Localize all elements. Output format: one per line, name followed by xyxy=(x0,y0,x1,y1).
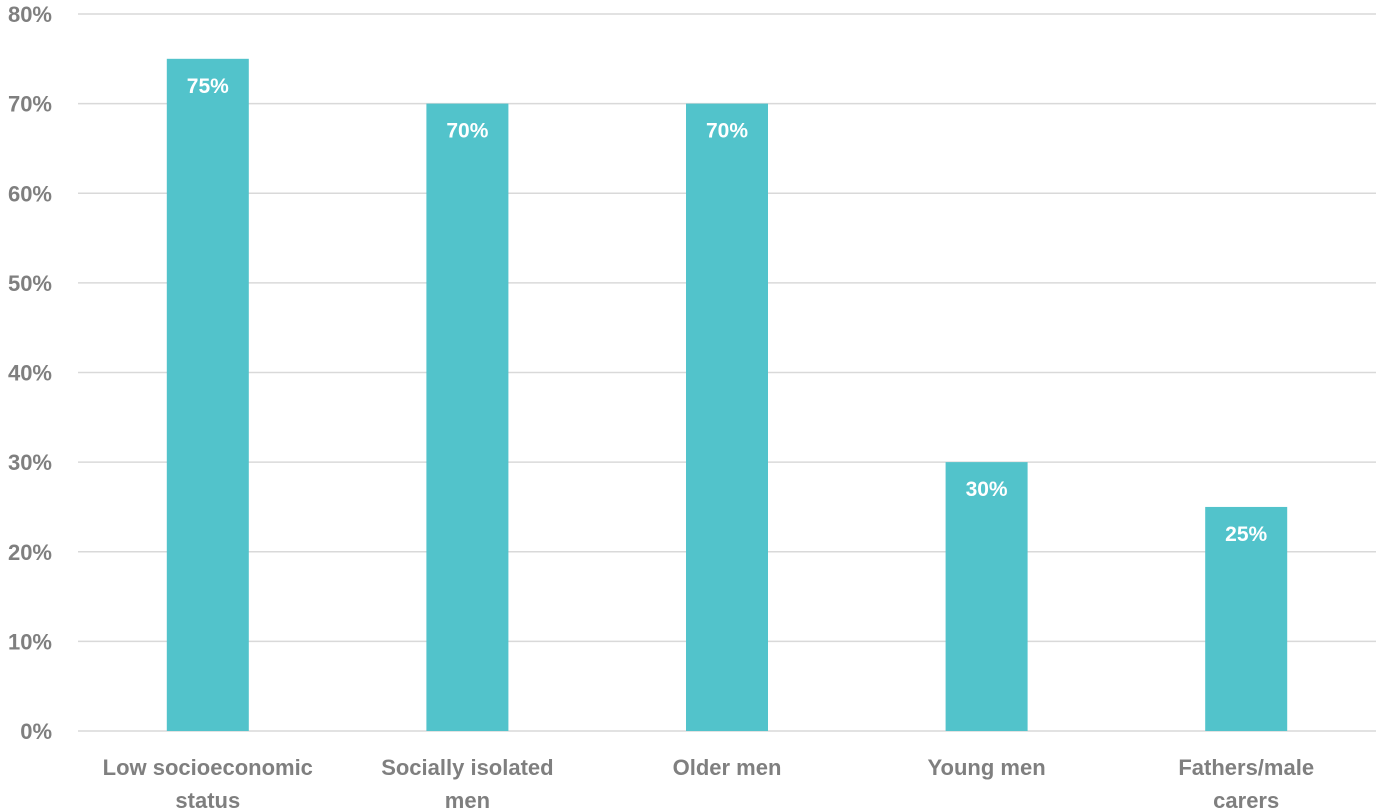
y-tick-label: 20% xyxy=(8,540,52,565)
y-tick-label: 0% xyxy=(20,719,52,744)
y-tick-label: 80% xyxy=(8,2,52,27)
y-tick-label: 30% xyxy=(8,450,52,475)
x-tick-label: Fathers/male carers xyxy=(1178,755,1314,812)
data-labels: 75% 70% 70% 30% 25% xyxy=(187,75,1268,546)
bar xyxy=(166,58,249,731)
x-axis-tick-labels: Low socioeconomic status Socially isolated… xyxy=(103,755,1314,812)
bar xyxy=(426,103,509,731)
x-tick-label: Low socioeconomic status xyxy=(103,755,313,812)
bars xyxy=(166,58,1288,731)
bar xyxy=(1205,506,1288,731)
data-label: 30% xyxy=(966,478,1008,501)
x-tick-label: Socially isolated men xyxy=(381,755,553,812)
y-tick-label: 70% xyxy=(8,92,52,117)
data-label: 75% xyxy=(187,75,229,98)
y-tick-label: 60% xyxy=(8,181,52,206)
bar xyxy=(686,103,768,731)
y-tick-label: 50% xyxy=(8,271,52,296)
y-axis-tick-labels: 0% 10% 20% 30% 40% 50% 60% 70% 80% xyxy=(8,2,52,744)
y-tick-label: 40% xyxy=(8,361,52,386)
data-label: 70% xyxy=(446,120,488,143)
y-tick-label: 10% xyxy=(8,629,52,654)
data-label: 25% xyxy=(1225,523,1267,546)
x-tick-label: Young men xyxy=(928,755,1046,780)
bar xyxy=(945,462,1028,731)
x-tick-label: Older men xyxy=(673,755,782,780)
data-label: 70% xyxy=(706,120,748,143)
